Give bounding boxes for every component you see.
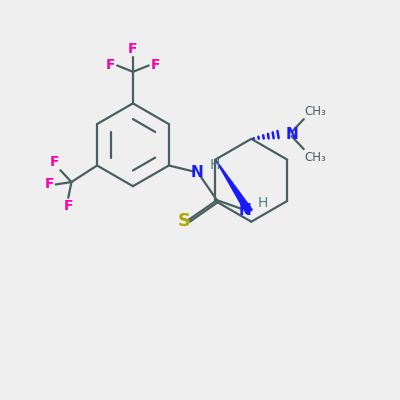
Text: N: N [191, 165, 204, 180]
Text: N: N [239, 202, 252, 218]
Polygon shape [216, 160, 252, 214]
Text: CH₃: CH₃ [304, 104, 326, 118]
Text: CH₃: CH₃ [304, 151, 326, 164]
Text: H: H [210, 158, 220, 172]
Text: S: S [177, 212, 190, 230]
Text: F: F [150, 58, 160, 72]
Text: F: F [64, 200, 73, 214]
Text: F: F [128, 42, 138, 56]
Text: F: F [106, 58, 116, 72]
Text: N: N [286, 127, 299, 142]
Text: F: F [49, 156, 59, 170]
Text: H: H [258, 196, 268, 210]
Text: F: F [44, 178, 54, 192]
